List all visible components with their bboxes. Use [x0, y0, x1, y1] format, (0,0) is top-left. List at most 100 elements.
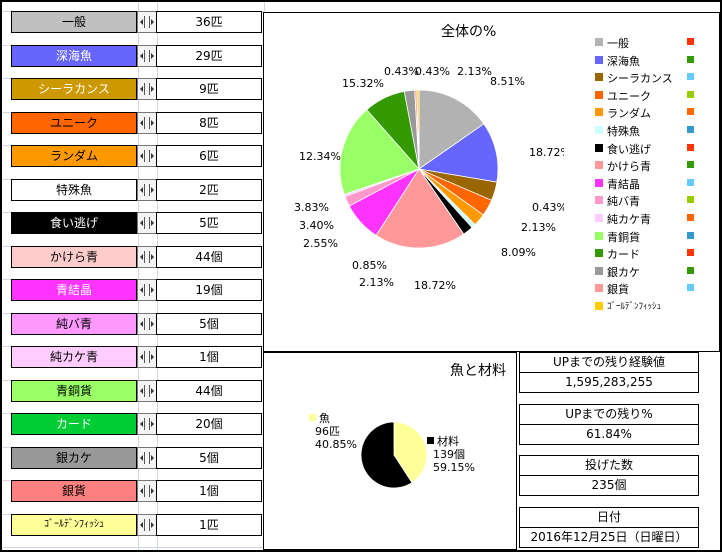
legend-marker: [687, 143, 694, 151]
pie-data-label: 18.72%: [414, 279, 456, 292]
pie-data-label: 96匹: [315, 425, 340, 438]
arrow-right-icon: [151, 19, 154, 25]
pie-data-label: 59.15%: [433, 461, 475, 474]
item-value[interactable]: 19個: [156, 279, 262, 301]
item-value[interactable]: 36匹: [156, 11, 262, 33]
item-label: 一般: [11, 11, 137, 33]
item-value[interactable]: 29匹: [156, 44, 262, 67]
item-spinner[interactable]: [137, 413, 157, 435]
item-label: 青銅貨: [11, 379, 137, 402]
item-spinner[interactable]: [137, 346, 157, 368]
item-label: カード: [11, 413, 137, 435]
pie-data-label: 材料: [437, 434, 459, 448]
pie-slice-1: [417, 123, 499, 183]
legend-marker: [687, 108, 694, 116]
arrow-right-icon: [151, 387, 154, 394]
legend-label: 銀カケ: [607, 265, 640, 279]
fish-material-chart-panel: 魚と材料 魚 96匹 40.85% 材料 139個 59.15%: [263, 352, 517, 550]
item-label: 深海魚: [11, 44, 137, 67]
arrow-right-icon: [151, 421, 154, 427]
item-value[interactable]: 44個: [156, 379, 262, 402]
item-spinner[interactable]: [137, 178, 157, 201]
pie-data-label: 0.43%: [384, 65, 419, 78]
legend-swatch: [595, 266, 603, 275]
item-spinner[interactable]: [137, 245, 157, 268]
item-label: 純バ青: [11, 312, 137, 335]
arrow-right-icon: [151, 253, 154, 260]
pie-data-label: 18.72%: [529, 146, 564, 159]
legend-marker: [687, 178, 694, 186]
arrow-left-icon: [140, 153, 143, 159]
legend-swatch: [595, 161, 603, 170]
item-value[interactable]: 9匹: [156, 78, 262, 100]
stat-label: UPまでの残り%: [520, 405, 698, 425]
item-spinner[interactable]: [137, 111, 157, 134]
arrow-right-icon: [151, 86, 154, 92]
legend-marker: [687, 38, 694, 45]
arrow-left-icon: [140, 186, 143, 193]
pie-data-label: 139個: [433, 448, 465, 461]
item-value[interactable]: 6匹: [156, 145, 262, 167]
item-value[interactable]: 5匹: [156, 212, 262, 234]
legend-label: 一般: [607, 37, 629, 50]
item-value[interactable]: 44個: [156, 245, 262, 268]
overall-chart-title: 全体の%: [441, 24, 497, 40]
pie-data-label: 2.13%: [521, 221, 556, 234]
item-spinner[interactable]: [137, 11, 157, 33]
pie-data-label: 12.34%: [299, 150, 341, 163]
item-label: シーラカンス: [11, 78, 137, 100]
legend-label: ｺﾞｰﾙﾃﾞﾝﾌｨｯｼｭ: [607, 302, 662, 312]
legend-swatch: [595, 108, 603, 117]
item-label: 特殊魚: [11, 178, 137, 201]
item-spinner[interactable]: [137, 44, 157, 67]
item-value[interactable]: 8匹: [156, 111, 262, 134]
item-spinner[interactable]: [137, 513, 157, 536]
arrow-left-icon: [140, 253, 143, 260]
item-label: 食い逃げ: [11, 212, 137, 234]
arrow-right-icon: [151, 521, 154, 528]
pie-data-label: 8.09%: [501, 246, 536, 259]
item-spinner[interactable]: [137, 480, 157, 502]
arrow-left-icon: [140, 19, 143, 25]
item-spinner[interactable]: [137, 145, 157, 167]
pie-data-label: 0.85%: [352, 259, 387, 272]
arrow-left-icon: [140, 354, 143, 360]
legend-marker: [687, 214, 694, 221]
legend-swatch: [595, 214, 603, 222]
item-spinner[interactable]: [137, 78, 157, 100]
item-value[interactable]: 1個: [156, 346, 262, 368]
pie-data-label: 8.51%: [490, 75, 525, 88]
pie-data-label: 15.32%: [342, 77, 384, 90]
overall-pie-chart: 15.32% 12.34% 3.83% 3.40% 2.55% 0.85% 2.13% 18.…: [294, 65, 564, 292]
legend-marker: [687, 161, 694, 169]
stat-value: 235個: [591, 478, 627, 492]
legend-marker: [687, 90, 694, 98]
item-value[interactable]: 1匹: [156, 513, 262, 536]
item-spinner[interactable]: [137, 312, 157, 335]
legend-swatch: [595, 90, 603, 99]
legend-label: 食い逃げ: [607, 142, 651, 156]
item-label: 銀カケ: [11, 446, 137, 469]
stat-label: UPまでの残り経験値: [520, 353, 698, 373]
stat-label: 日付: [520, 508, 698, 528]
item-spinner[interactable]: [137, 446, 157, 469]
pie-data-label: 3.83%: [294, 201, 329, 214]
item-label: ｺﾞｰﾙﾃﾞﾝﾌｨｯｼｭ: [11, 513, 137, 536]
stat-value: 2016年12月25日（日曜日）: [530, 530, 688, 544]
item-value[interactable]: 1個: [156, 480, 262, 502]
item-value[interactable]: 20個: [156, 413, 262, 435]
legend-marker: [687, 73, 694, 81]
item-value[interactable]: 2匹: [156, 178, 262, 201]
item-label: ランダム: [11, 145, 137, 167]
item-spinner[interactable]: [137, 212, 157, 234]
item-value[interactable]: 5個: [156, 312, 262, 335]
item-value[interactable]: 5個: [156, 446, 262, 469]
item-label: 銀貨: [11, 480, 137, 502]
legend-marker: [687, 55, 694, 63]
item-spinner[interactable]: [137, 379, 157, 402]
arrow-left-icon: [140, 86, 143, 92]
stat-value: 1,595,283,255: [565, 375, 653, 389]
legend-marker: [687, 231, 694, 239]
item-spinner[interactable]: [137, 279, 157, 301]
legend-label: 純カケ青: [607, 213, 651, 226]
